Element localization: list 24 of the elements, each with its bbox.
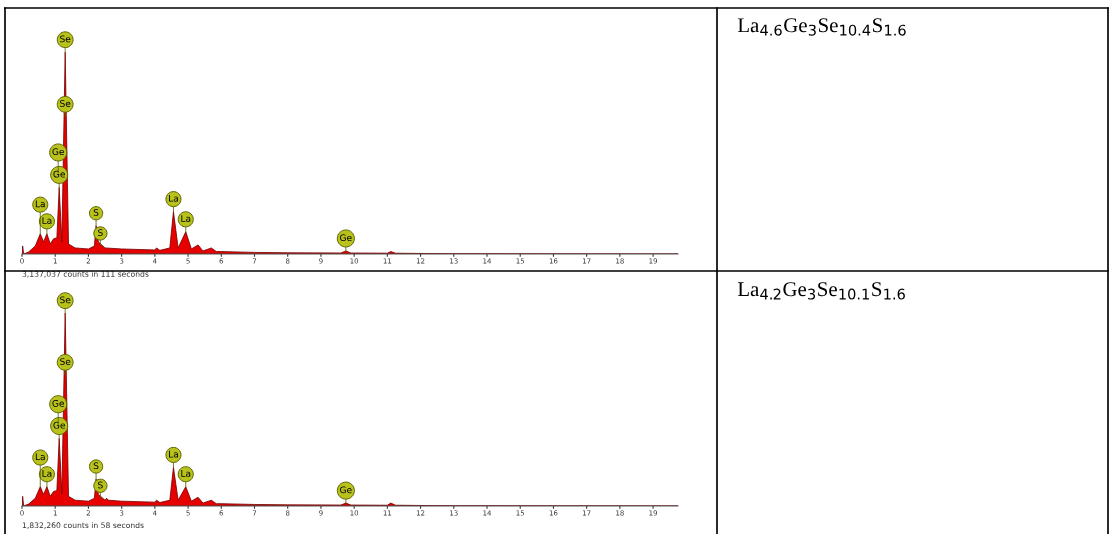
- annotation: Ge: [53, 170, 65, 178]
- annotation: Ge: [52, 148, 64, 156]
- annotation: Ge: [340, 234, 352, 242]
- annotation: La: [42, 217, 52, 224]
- annotation: Se: [60, 100, 71, 107]
- annotation: Se: [60, 35, 71, 43]
- annotation: La: [42, 470, 52, 477]
- annotation: La: [35, 200, 45, 208]
- annotation: La: [169, 195, 178, 202]
- annotation: S: [98, 481, 103, 489]
- annotation: Se: [60, 358, 71, 365]
- annotation: Ge: [340, 486, 352, 494]
- annotation: S: [93, 462, 99, 470]
- annotation: S: [98, 229, 103, 237]
- annotation: Ge: [52, 399, 64, 407]
- text: La$_{4.2}$Ge$_{3}$Se$_{10.1}$S$_{1.6}$: [737, 282, 905, 300]
- annotation: Ge: [53, 421, 65, 429]
- annotation: Se: [60, 296, 71, 304]
- text: La$_{4.6}$Ge$_{3}$Se$_{10.4}$S$_{1.6}$: [737, 18, 906, 36]
- annotation: La: [169, 450, 178, 458]
- annotation: La: [181, 215, 191, 222]
- annotation: La: [35, 453, 45, 461]
- annotation: La: [181, 470, 191, 477]
- annotation: S: [93, 209, 99, 216]
